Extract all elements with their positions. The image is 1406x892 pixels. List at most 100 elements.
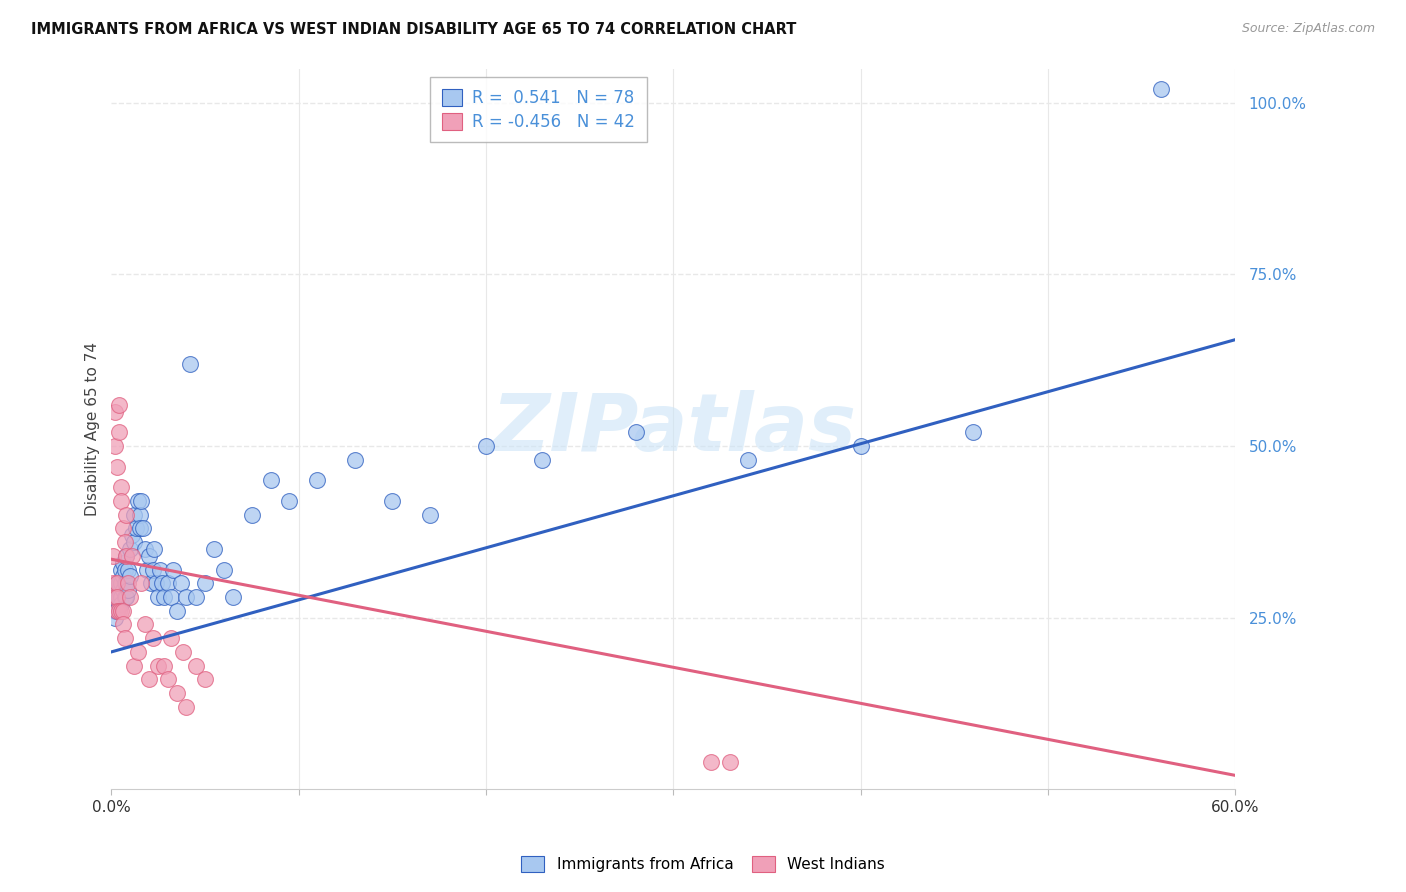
Point: [114, 576, 136, 591]
Point: [108, 576, 131, 591]
Point: [110, 604, 132, 618]
Point: [153, 590, 176, 604]
Point: [700, 755, 723, 769]
Point: [153, 658, 176, 673]
Point: [166, 686, 188, 700]
Point: [108, 597, 131, 611]
Legend: Immigrants from Africa, West Indians: Immigrants from Africa, West Indians: [513, 848, 893, 880]
Point: [212, 562, 235, 576]
Point: [160, 590, 183, 604]
Text: Source: ZipAtlas.com: Source: ZipAtlas.com: [1241, 22, 1375, 36]
Point: [121, 549, 143, 563]
Point: [105, 576, 128, 591]
Point: [475, 439, 498, 453]
Point: [737, 452, 759, 467]
Point: [179, 357, 201, 371]
Point: [170, 576, 193, 591]
Point: [110, 480, 132, 494]
Point: [131, 576, 153, 591]
Point: [111, 556, 134, 570]
Point: [194, 576, 217, 591]
Point: [108, 425, 131, 440]
Legend: R =  0.541   N = 78, R = -0.456   N = 42: R = 0.541 N = 78, R = -0.456 N = 42: [430, 77, 647, 143]
Point: [122, 658, 145, 673]
Point: [114, 590, 136, 604]
Point: [110, 562, 132, 576]
Point: [131, 494, 153, 508]
Point: [184, 658, 207, 673]
Point: [176, 699, 198, 714]
Point: [110, 590, 132, 604]
Point: [172, 645, 194, 659]
Point: [142, 562, 165, 576]
Point: [110, 597, 132, 611]
Point: [138, 673, 160, 687]
Point: [162, 562, 184, 576]
Point: [419, 508, 441, 522]
Point: [145, 576, 167, 591]
Point: [121, 528, 143, 542]
Y-axis label: Disability Age 65 to 74: Disability Age 65 to 74: [86, 342, 100, 516]
Point: [105, 459, 128, 474]
Point: [134, 617, 156, 632]
Point: [381, 494, 404, 508]
Point: [127, 645, 149, 659]
Point: [105, 597, 128, 611]
Point: [127, 494, 149, 508]
Point: [160, 631, 183, 645]
Point: [103, 597, 125, 611]
Point: [343, 452, 366, 467]
Point: [962, 425, 984, 440]
Point: [111, 521, 134, 535]
Point: [103, 549, 125, 563]
Point: [111, 604, 134, 618]
Point: [111, 583, 134, 598]
Point: [624, 425, 647, 440]
Point: [718, 755, 741, 769]
Point: [104, 439, 127, 453]
Point: [139, 576, 162, 591]
Point: [150, 576, 173, 591]
Point: [115, 549, 138, 563]
Point: [156, 673, 179, 687]
Point: [108, 604, 131, 618]
Point: [104, 610, 127, 624]
Point: [103, 576, 125, 591]
Point: [105, 604, 128, 618]
Point: [115, 576, 138, 591]
Point: [166, 604, 188, 618]
Point: [105, 583, 128, 598]
Point: [531, 452, 554, 467]
Point: [138, 549, 160, 563]
Point: [114, 562, 136, 576]
Point: [148, 590, 170, 604]
Point: [184, 590, 207, 604]
Point: [240, 508, 263, 522]
Point: [105, 590, 128, 604]
Point: [115, 508, 138, 522]
Point: [104, 405, 127, 419]
Text: ZIPatlas: ZIPatlas: [491, 390, 856, 467]
Point: [122, 508, 145, 522]
Point: [114, 631, 136, 645]
Point: [176, 590, 198, 604]
Point: [222, 590, 245, 604]
Point: [115, 590, 138, 604]
Point: [194, 673, 217, 687]
Point: [136, 562, 159, 576]
Point: [108, 583, 131, 598]
Point: [111, 569, 134, 583]
Point: [105, 604, 128, 618]
Point: [128, 508, 150, 522]
Point: [849, 439, 872, 453]
Point: [104, 597, 127, 611]
Point: [103, 590, 125, 604]
Point: [104, 604, 127, 618]
Point: [105, 576, 128, 591]
Point: [115, 549, 138, 563]
Point: [117, 576, 139, 591]
Point: [110, 494, 132, 508]
Point: [1149, 82, 1171, 96]
Point: [120, 569, 142, 583]
Point: [117, 583, 139, 598]
